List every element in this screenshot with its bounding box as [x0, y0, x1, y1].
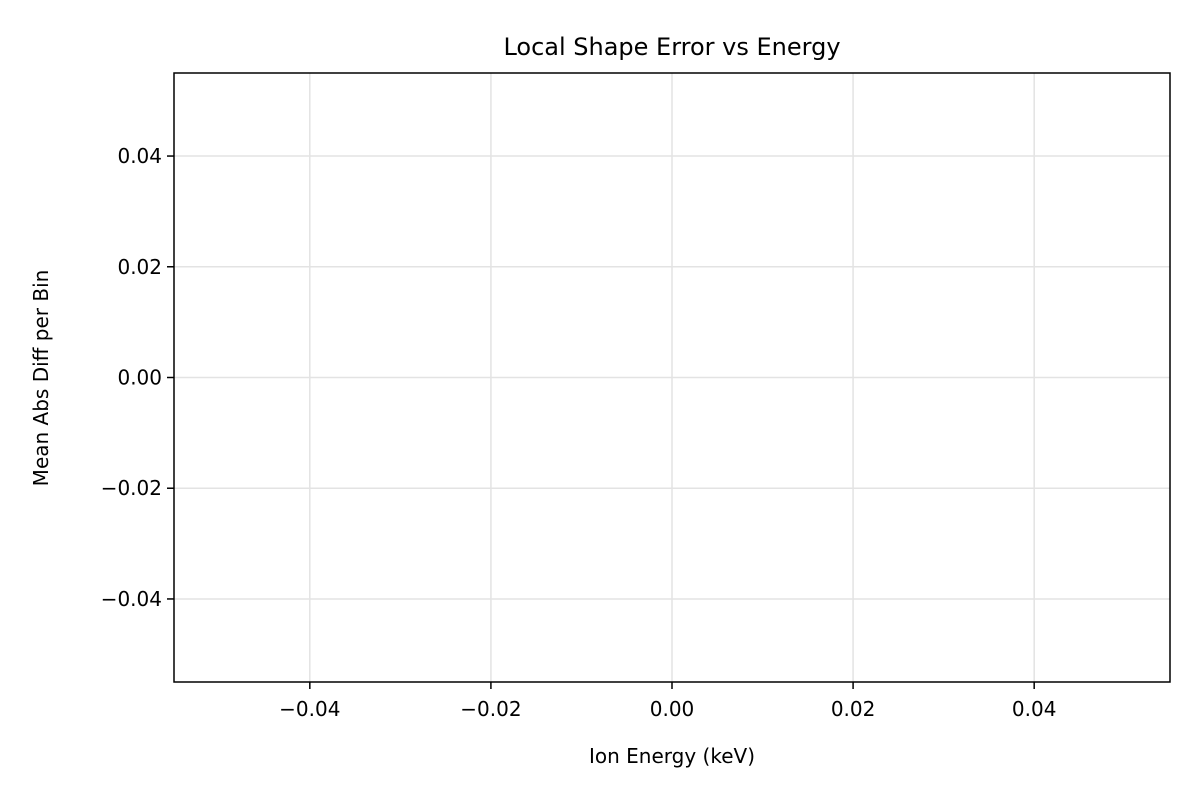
- y-axis-label: Mean Abs Diff per Bin: [29, 270, 53, 487]
- x-tick-label: 0.02: [831, 697, 876, 721]
- grid: [174, 73, 1170, 682]
- y-tick-label: 0.00: [117, 366, 162, 390]
- x-axis-label: Ion Energy (keV): [589, 744, 755, 768]
- x-tick-label: 0.04: [1012, 697, 1057, 721]
- x-tick-label: −0.02: [460, 697, 521, 721]
- y-tick-label: −0.04: [101, 587, 162, 611]
- x-tick-label: 0.00: [650, 697, 695, 721]
- y-tick-label: −0.02: [101, 476, 162, 500]
- chart-title: Local Shape Error vs Energy: [503, 33, 840, 61]
- x-tick-label: −0.04: [279, 697, 340, 721]
- y-tick-label: 0.04: [117, 144, 162, 168]
- x-axis-ticks: −0.04 −0.02 0.00 0.02 0.04: [279, 682, 1056, 721]
- y-axis-ticks: −0.04 −0.02 0.00 0.02 0.04: [101, 144, 174, 611]
- y-tick-label: 0.02: [117, 255, 162, 279]
